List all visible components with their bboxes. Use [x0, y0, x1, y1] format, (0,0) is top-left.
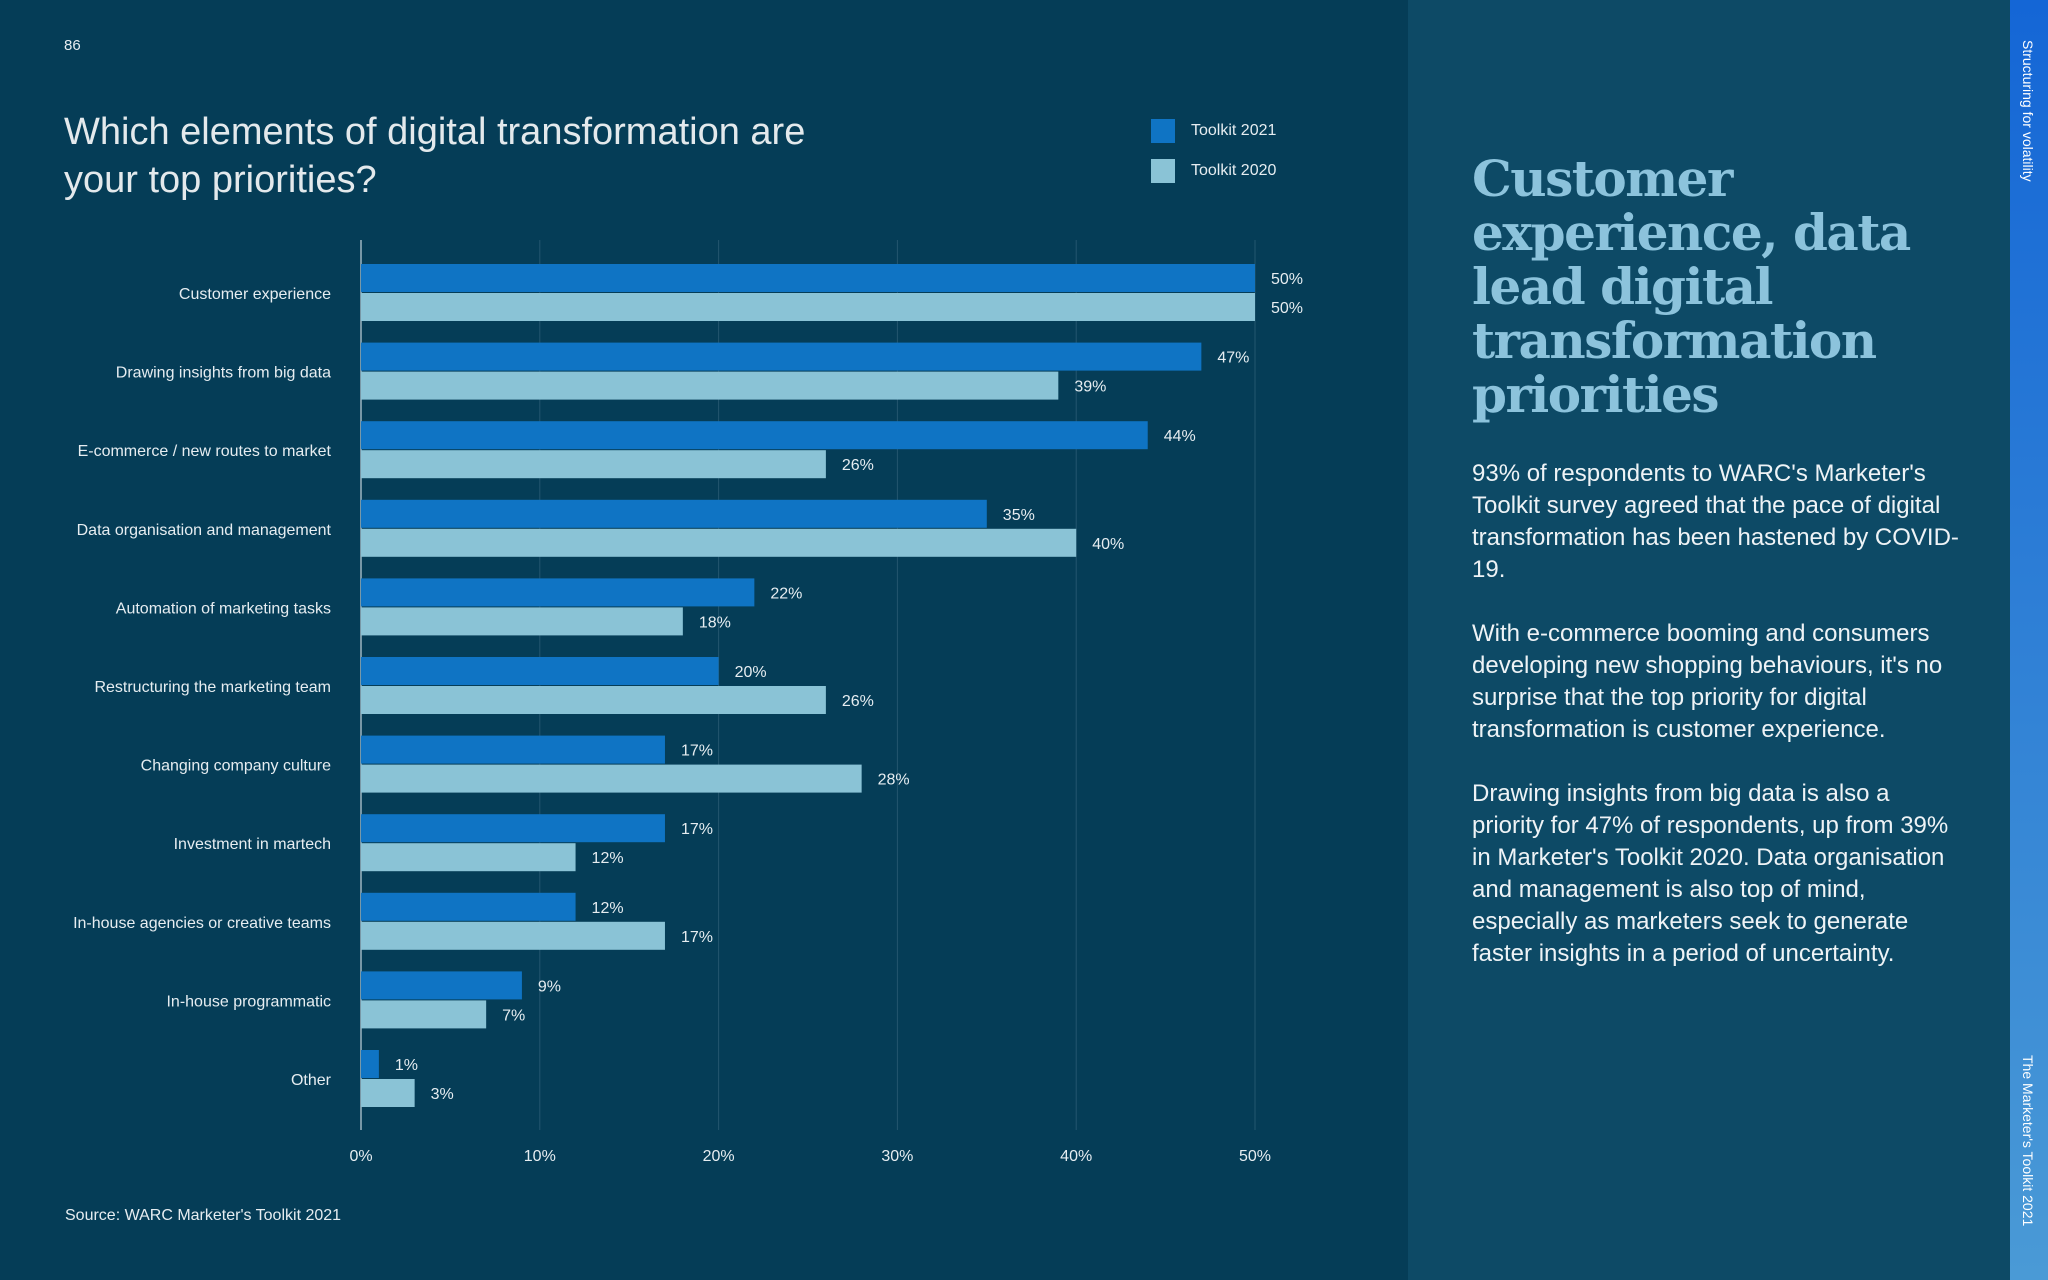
data-label: 26% — [842, 693, 874, 710]
category-label: Restructuring the marketing team — [94, 679, 331, 696]
bar-toolkit-2020 — [361, 528, 1077, 557]
category-label: Changing company culture — [141, 758, 331, 775]
data-label: 28% — [878, 772, 910, 789]
legend-item-2021: Toolkit 2021 — [1151, 119, 1276, 143]
legend-item-2020: Toolkit 2020 — [1151, 159, 1276, 183]
bar-toolkit-2021 — [361, 971, 522, 1000]
data-label: 47% — [1217, 350, 1249, 367]
x-tick-label: 30% — [881, 1148, 913, 1165]
publication-tab: The Marketer's Toolkit 2021 — [2020, 1055, 2036, 1227]
bar-toolkit-2021 — [361, 657, 719, 685]
bar-toolkit-2020 — [361, 686, 826, 714]
data-label: 9% — [538, 978, 561, 995]
category-label: Other — [291, 1072, 332, 1089]
bar-toolkit-2020 — [361, 371, 1059, 400]
data-label: 1% — [395, 1057, 418, 1074]
data-label: 7% — [502, 1007, 525, 1024]
data-label: 20% — [735, 664, 767, 681]
bar-toolkit-2021 — [361, 342, 1202, 371]
data-label: 35% — [1003, 507, 1035, 524]
x-tick-label: 50% — [1239, 1148, 1271, 1165]
bar-toolkit-2020 — [361, 293, 1255, 321]
bar-toolkit-2020 — [361, 607, 683, 636]
legend-swatch-2021 — [1151, 119, 1175, 143]
data-label: 12% — [592, 900, 624, 917]
bar-toolkit-2020 — [361, 843, 576, 872]
bar-toolkit-2021 — [361, 499, 987, 528]
category-label: Customer experience — [179, 286, 331, 303]
bar-toolkit-2020 — [361, 921, 665, 950]
category-label: Data organisation and management — [77, 522, 332, 539]
chart-source: Source: WARC Marketer's Toolkit 2021 — [65, 1207, 342, 1224]
data-label: 50% — [1271, 300, 1303, 317]
data-label: 3% — [431, 1086, 454, 1103]
data-label: 17% — [681, 743, 713, 760]
category-label: Investment in martech — [174, 836, 331, 853]
bar-toolkit-2020 — [361, 764, 862, 793]
paragraph: With e-commerce booming and consumers de… — [1472, 620, 1943, 743]
x-tick-label: 40% — [1060, 1148, 1092, 1165]
bar-toolkit-2020 — [361, 1079, 415, 1107]
data-label: 12% — [592, 850, 624, 867]
data-label: 39% — [1074, 379, 1106, 396]
page-number: 86 — [64, 37, 81, 54]
legend-label: Toolkit 2021 — [1191, 122, 1277, 139]
legend-swatch-2020 — [1151, 159, 1175, 183]
data-label: 18% — [699, 614, 731, 631]
data-label: 17% — [681, 929, 713, 946]
bar-toolkit-2021 — [361, 264, 1255, 292]
data-label: 50% — [1271, 271, 1303, 288]
panel-heading: Customer experience, data lead digital t… — [1472, 149, 1911, 424]
paragraph: 93% of respondents to WARC's Marketer's … — [1472, 460, 1959, 583]
data-label: 40% — [1092, 536, 1124, 553]
category-label: In-house agencies or creative teams — [73, 915, 331, 932]
bar-toolkit-2021 — [361, 892, 576, 921]
side-tab-strip: Structuring for volatility The Marketer'… — [2010, 0, 2048, 1280]
bar-toolkit-2021 — [361, 421, 1148, 450]
panel-body: 93% of respondents to WARC's Marketer's … — [1472, 458, 1962, 1002]
x-tick-label: 20% — [703, 1148, 735, 1165]
commentary-panel: Customer experience, data lead digital t… — [1408, 0, 2010, 1280]
data-label: 44% — [1164, 428, 1196, 445]
bar-toolkit-2020 — [361, 1000, 487, 1029]
data-label: 17% — [681, 821, 713, 838]
bar-toolkit-2021 — [361, 578, 755, 607]
paragraph: Drawing insights from big data is also a… — [1472, 780, 1949, 967]
bar-toolkit-2020 — [361, 450, 826, 479]
category-label: E-commerce / new routes to market — [78, 443, 332, 460]
data-label: 22% — [770, 585, 802, 602]
data-label: 26% — [842, 457, 874, 474]
category-label: Automation of marketing tasks — [116, 600, 331, 617]
chart-title: Which elements of digital transformation… — [64, 111, 806, 201]
bar-toolkit-2021 — [361, 735, 665, 764]
legend-label: Toolkit 2020 — [1191, 162, 1277, 179]
x-tick-label: 10% — [524, 1148, 556, 1165]
x-tick-label: 0% — [349, 1148, 372, 1165]
category-label: Drawing insights from big data — [116, 365, 331, 382]
category-label: In-house programmatic — [166, 993, 331, 1010]
section-tab[interactable]: Structuring for volatility — [2020, 40, 2036, 182]
bar-chart: 0% 10% 20% 30% 40% 50% Customer experience 50% 5… — [73, 240, 1303, 1165]
bar-toolkit-2021 — [361, 1050, 379, 1078]
bar-toolkit-2021 — [361, 814, 665, 843]
